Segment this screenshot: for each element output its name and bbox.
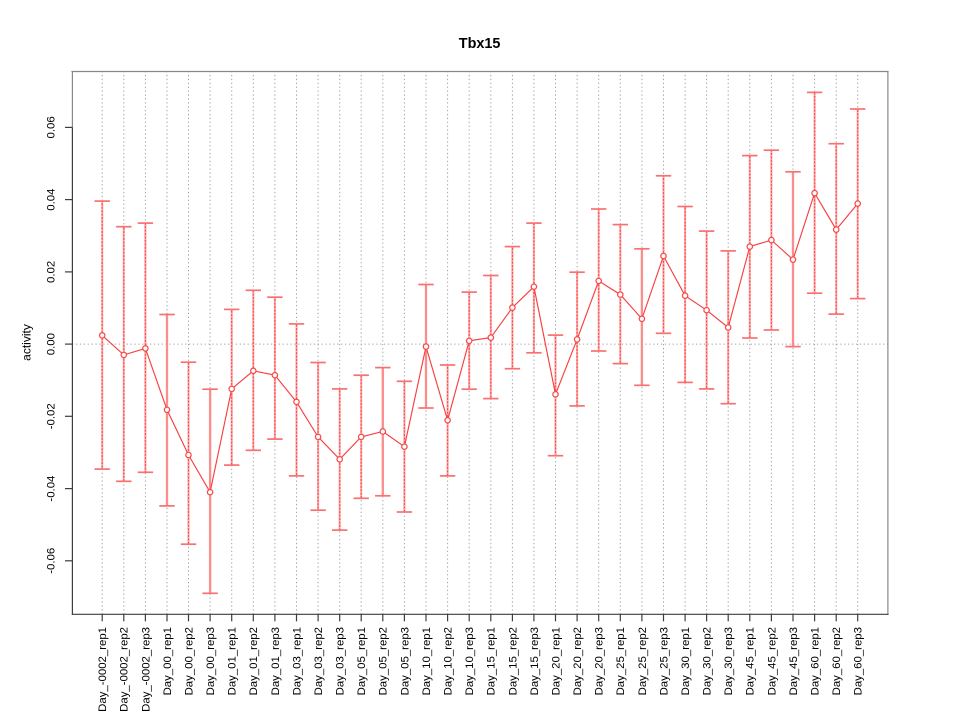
svg-text:Day_20_rep3: Day_20_rep3: [594, 627, 606, 695]
svg-text:Day_-0002_rep1: Day_-0002_rep1: [97, 627, 109, 712]
svg-text:Day_60_rep2: Day_60_rep2: [831, 627, 843, 695]
svg-text:Day_01_rep3: Day_01_rep3: [270, 627, 282, 695]
svg-text:Day_60_rep3: Day_60_rep3: [853, 627, 865, 695]
svg-text:Day_03_rep3: Day_03_rep3: [335, 627, 347, 695]
svg-text:0.00: 0.00: [46, 333, 58, 355]
svg-text:Day_05_rep1: Day_05_rep1: [356, 627, 368, 695]
svg-text:Day_60_rep1: Day_60_rep1: [810, 627, 822, 695]
svg-text:-0.06: -0.06: [46, 548, 58, 574]
svg-text:Day_30_rep3: Day_30_rep3: [723, 627, 735, 695]
svg-text:Day_00_rep2: Day_00_rep2: [183, 627, 195, 695]
svg-text:Day_01_rep1: Day_01_rep1: [227, 627, 239, 695]
svg-text:-0.02: -0.02: [46, 403, 58, 429]
svg-text:Day_45_rep2: Day_45_rep2: [766, 627, 778, 695]
svg-text:Day_30_rep2: Day_30_rep2: [702, 627, 714, 695]
svg-text:0.02: 0.02: [46, 261, 58, 283]
svg-text:-0.04: -0.04: [46, 476, 58, 502]
svg-text:activity: activity: [20, 324, 34, 361]
svg-text:Day_-0002_rep3: Day_-0002_rep3: [140, 627, 152, 712]
svg-text:Day_25_rep2: Day_25_rep2: [637, 627, 649, 695]
svg-text:Tbx15: Tbx15: [459, 36, 501, 52]
svg-text:Day_03_rep2: Day_03_rep2: [313, 627, 325, 695]
svg-text:Day_05_rep3: Day_05_rep3: [399, 627, 411, 695]
svg-text:Day_15_rep2: Day_15_rep2: [507, 627, 519, 695]
svg-text:Day_10_rep3: Day_10_rep3: [464, 627, 476, 695]
svg-text:Day_30_rep1: Day_30_rep1: [680, 627, 692, 695]
svg-text:Day_01_rep2: Day_01_rep2: [248, 627, 260, 695]
svg-text:Day_05_rep2: Day_05_rep2: [378, 627, 390, 695]
svg-text:Day_03_rep1: Day_03_rep1: [291, 627, 303, 695]
svg-text:Day_20_rep2: Day_20_rep2: [572, 627, 584, 695]
svg-text:0.04: 0.04: [46, 189, 58, 211]
svg-text:Day_10_rep1: Day_10_rep1: [421, 627, 433, 695]
svg-text:Day_25_rep3: Day_25_rep3: [658, 627, 670, 695]
svg-text:Day_-0002_rep2: Day_-0002_rep2: [119, 627, 131, 712]
svg-text:Day_25_rep1: Day_25_rep1: [615, 627, 627, 695]
svg-text:Day_10_rep2: Day_10_rep2: [443, 627, 455, 695]
svg-text:0.06: 0.06: [46, 116, 58, 138]
svg-text:Day_20_rep1: Day_20_rep1: [550, 627, 562, 695]
svg-text:Day_15_rep1: Day_15_rep1: [486, 627, 498, 695]
svg-text:Day_15_rep3: Day_15_rep3: [529, 627, 541, 695]
svg-text:Day_00_rep3: Day_00_rep3: [205, 627, 217, 695]
svg-text:Day_45_rep3: Day_45_rep3: [788, 627, 800, 695]
svg-text:Day_45_rep1: Day_45_rep1: [745, 627, 757, 695]
svg-text:Day_00_rep1: Day_00_rep1: [162, 627, 174, 695]
